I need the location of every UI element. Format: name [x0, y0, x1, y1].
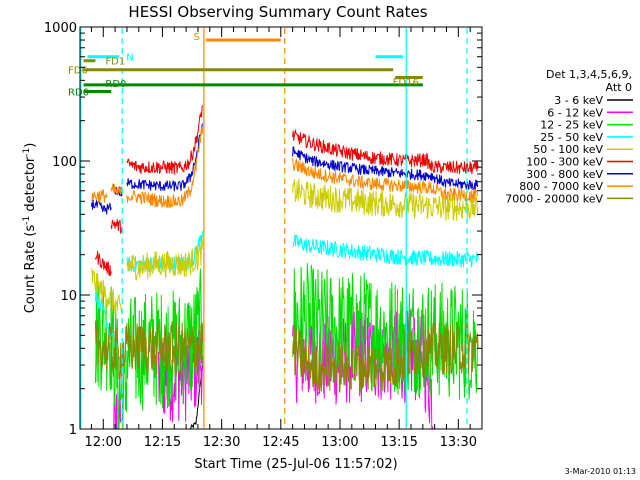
flag-label-rd6: RD6 — [68, 88, 89, 99]
series-50-100-kev-segment-2 — [292, 178, 479, 221]
legend-header-1: Det 1,3,4,5,6,9, — [546, 68, 632, 81]
x-tick-label-13-30: 13:30 — [440, 435, 477, 450]
x-axis-label: Start Time (25-Jul-06 11:57:02) — [194, 457, 397, 472]
series-7000-20000-kev-segment-1 — [292, 321, 479, 394]
chart-title: HESSI Observing Summary Count Rates — [128, 3, 427, 21]
series-25-50-kev-segment-2 — [292, 234, 479, 268]
y-axis-label-rest: detector — [23, 156, 38, 216]
series-300-800-kev-segment-0 — [90, 199, 112, 215]
y-tick-label-1000: 1000 — [44, 21, 77, 36]
series-3-6-kev-segment-0 — [189, 365, 204, 430]
x-tick-label-12-15: 12:15 — [144, 435, 181, 450]
flag-label-fd1: FD1 — [105, 57, 125, 68]
y-tick-label-10: 10 — [60, 289, 77, 304]
series-100-300-kev-segment-0 — [94, 250, 112, 276]
x-tick-label-13-00: 13:00 — [321, 435, 358, 450]
y-axis-label-sup: -1 — [22, 216, 32, 225]
legend-label-7000-20000-kev: 7000 - 20000 keV — [505, 192, 603, 205]
series-800-7000-kev-segment-1 — [110, 184, 123, 196]
legend-label-6-12-kev: 6 - 12 keV — [547, 106, 603, 119]
series-800-7000-kev-segment-3 — [292, 157, 479, 203]
plot-content: N S FD1 FD6 FD16 RD0 RD6 — [68, 28, 479, 430]
series-300-800-kev-segment-3 — [292, 146, 479, 191]
flag-label-n: N — [126, 53, 133, 64]
legend-label-300-800-kev: 300 - 800 keV — [526, 168, 603, 181]
legend-label-25-50-kev: 25 - 50 keV — [540, 131, 603, 144]
y-tick-label-100: 100 — [52, 155, 77, 170]
y-axis-label-main: Count Rate (s — [23, 225, 38, 314]
flag-label-rd0: RD0 — [105, 79, 126, 90]
x-tick-label-12-00: 12:00 — [85, 435, 122, 450]
series-800-7000-kev-segment-0 — [90, 189, 108, 203]
y-axis-label-sup2: -1 — [22, 148, 32, 157]
axes: 1 10 100 1000 12:00 12:15 12:30 12:45 13:00 13:15… — [44, 21, 482, 450]
legend-label-100-300-kev: 100 - 300 keV — [526, 156, 603, 169]
series-50-100-kev-segment-1 — [126, 236, 204, 281]
x-tick-label-13-15: 13:15 — [380, 435, 417, 450]
legend-label-12-25-kev: 12 - 25 keV — [540, 119, 603, 132]
series-100-300-kev-segment-3 — [292, 129, 479, 175]
footer-timestamp: 3-Mar-2010 01:13 — [565, 467, 636, 476]
legend-label-800-7000-kev: 800 - 7000 keV — [519, 180, 603, 193]
legend-label-50-100-kev: 50 - 100 keV — [533, 143, 603, 156]
y-tick-label-1: 1 — [69, 423, 77, 438]
legend-header-2: Att 0 — [606, 81, 632, 94]
series-50-100-kev-segment-0 — [91, 267, 123, 317]
x-tick-label-12-45: 12:45 — [262, 435, 299, 450]
flag-label-s: S — [194, 32, 200, 43]
series-300-800-kev-segment-2 — [126, 123, 204, 192]
series-12-25-kev-segment-0 — [94, 268, 204, 430]
series-800-7000-kev-segment-2 — [126, 127, 204, 209]
legend-label-3-6-kev: 3 - 6 keV — [554, 94, 603, 107]
series-100-300-kev-segment-1 — [110, 219, 123, 234]
flag-label-fd6: FD6 — [68, 66, 88, 77]
x-tick-label-12-30: 12:30 — [203, 435, 240, 450]
series-100-300-kev-segment-2 — [126, 105, 204, 175]
y-axis-label: Count Rate (s-1 detector-1) — [22, 143, 38, 314]
flag-label-fd16: FD16 — [393, 77, 419, 88]
series-7000-20000-kev-segment-0 — [94, 320, 204, 380]
y-axis-label-close: ) — [23, 143, 38, 148]
